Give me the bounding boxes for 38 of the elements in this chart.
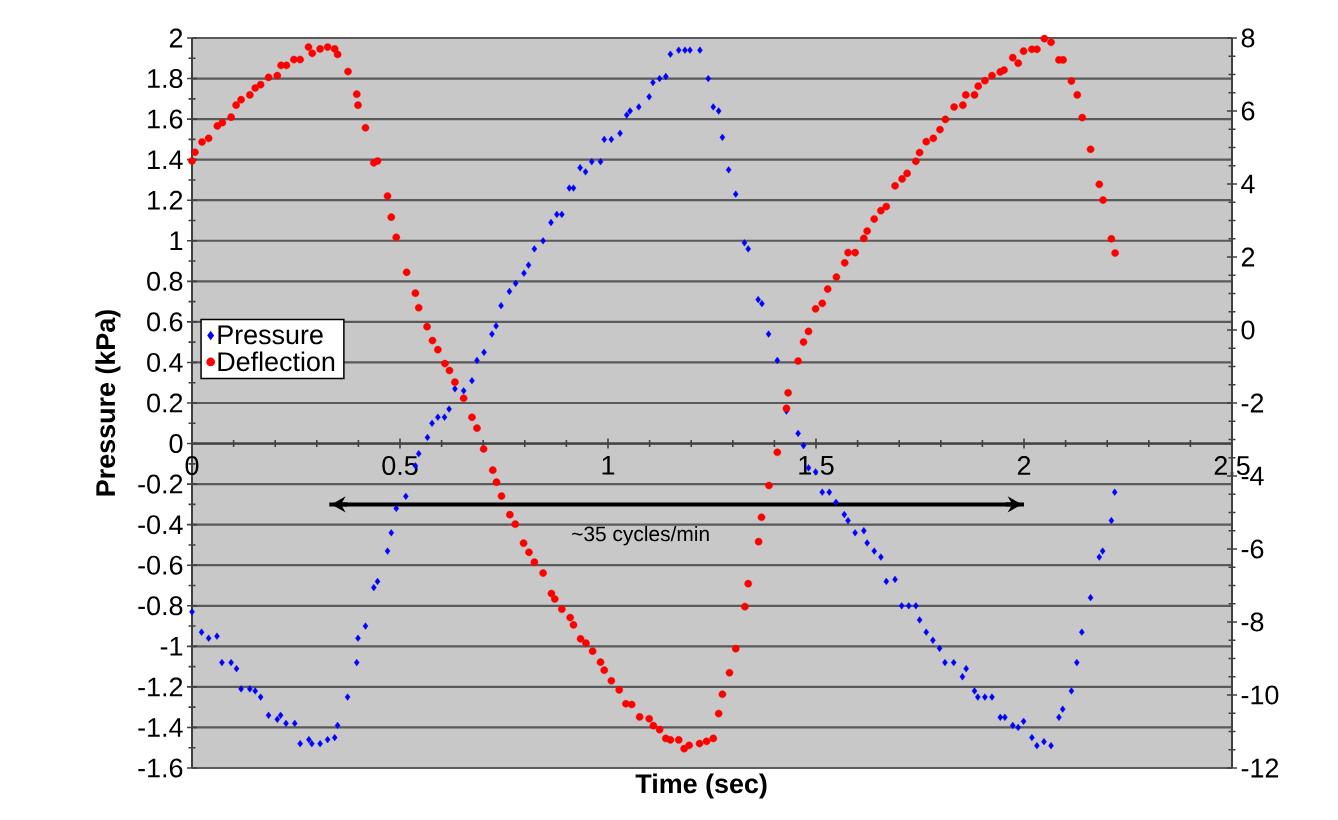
- y-tick-label: -0.4: [138, 515, 183, 535]
- y-tick-label: 0.6: [147, 312, 183, 332]
- y-tick-label: 2: [169, 28, 183, 48]
- y2-tick-label: -8: [1241, 612, 1264, 632]
- x-tick-label: 1: [602, 456, 615, 475]
- y-tick-label: 1: [170, 231, 183, 251]
- y2-tick-label: 4: [1241, 174, 1255, 194]
- y2-tick-label: 6: [1241, 101, 1255, 121]
- legend-label: Pressure: [218, 325, 323, 345]
- y-tick-label: -1.6: [138, 758, 183, 778]
- y2-tick-label: -12: [1241, 758, 1279, 778]
- y2-tick-label: -6: [1241, 539, 1264, 559]
- y-tick-label: 0.4: [147, 352, 183, 372]
- annotation: ~35 cycles/min: [572, 525, 709, 546]
- y-tick-label: -1: [160, 637, 183, 656]
- y-tick-label: -0.8: [138, 596, 183, 616]
- y2-tick-label: -2: [1241, 393, 1264, 413]
- x-tick-label: 1.5: [799, 456, 834, 475]
- y-tick-label: 0: [169, 434, 183, 454]
- y-axis-title: Pressure (kPa): [95, 310, 121, 496]
- y2-tick-label: -10: [1241, 685, 1279, 705]
- y-tick-label: -1.2: [138, 677, 183, 697]
- y-tick-label: 1.6: [148, 109, 183, 129]
- y2-tick-label: 2: [1241, 247, 1255, 267]
- y-tick-label: 1.8: [148, 69, 183, 89]
- y2-tick-label: 0: [1241, 320, 1255, 340]
- y2-tick-label: 8: [1241, 28, 1255, 48]
- y-tick-label: -0.2: [138, 474, 183, 494]
- y-tick-label: -0.6: [138, 555, 183, 575]
- y-tick-label: 0.2: [147, 393, 183, 413]
- y-tick-label: -1.4: [138, 718, 183, 737]
- y-tick-label: 1.4: [148, 150, 183, 169]
- x-axis-title: Time (sec): [635, 773, 767, 799]
- y-tick-label: 0.8: [147, 271, 183, 291]
- x-tick-label: 0.5: [382, 456, 418, 476]
- x-tick-label: 2: [1017, 456, 1031, 475]
- y-tick-label: 1.2: [148, 190, 183, 210]
- legend-label: Deflection: [218, 351, 335, 372]
